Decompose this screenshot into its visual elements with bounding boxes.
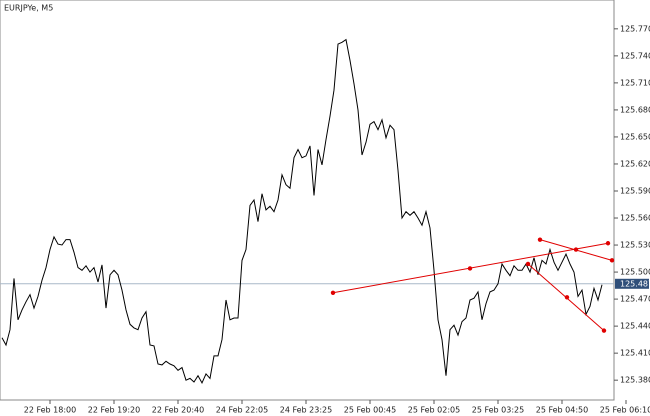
y-tick-label: 125.440 [620, 322, 650, 331]
y-tick-label: 125.560 [620, 214, 650, 223]
trendline-anchor [573, 247, 579, 252]
y-tick-label: 125.500 [620, 268, 650, 277]
current-price-label: 125.487 [620, 279, 650, 288]
x-tick-label: 25 Feb 04:50 [536, 406, 588, 415]
y-tick-label: 125.380 [620, 376, 650, 385]
x-tick-label: 25 Feb 06:10 [600, 406, 650, 415]
y-tick-label: 125.650 [620, 132, 650, 141]
trendline-anchor [609, 258, 615, 263]
x-tick-label: 22 Feb 20:40 [152, 406, 204, 415]
trendline-anchor [330, 290, 336, 295]
chart-title: EURJPYe, M5 [4, 4, 53, 13]
y-tick-label: 125.770 [620, 24, 650, 33]
y-tick-label: 125.680 [620, 105, 650, 114]
y-tick-label: 125.590 [620, 186, 650, 195]
y-tick-label: 125.710 [620, 78, 650, 87]
plot-frame [0, 0, 615, 401]
trendline-anchor [564, 295, 570, 300]
price-line [1, 38, 603, 385]
trendline-anchor [525, 261, 531, 267]
x-tick-label: 25 Feb 03:25 [472, 406, 524, 415]
y-tick-label: 125.410 [620, 349, 650, 358]
trendline-anchor [605, 241, 611, 246]
x-tick-label: 22 Feb 19:20 [88, 406, 140, 415]
x-tick-label: 24 Feb 22:05 [216, 406, 268, 415]
trendline-anchor [537, 237, 543, 242]
x-tick-label: 24 Feb 23:25 [280, 406, 332, 415]
y-tick-label: 125.530 [620, 241, 650, 250]
x-tick-label: 25 Feb 00:45 [344, 406, 396, 415]
y-tick-label: 125.740 [620, 51, 650, 60]
x-tick-label: 22 Feb 18:00 [24, 406, 76, 415]
current-price-box [615, 278, 649, 289]
trendline-anchor [601, 328, 607, 333]
trendline-anchor [467, 266, 473, 271]
y-tick-label: 125.470 [620, 295, 650, 304]
x-tick-label: 25 Feb 02:05 [408, 406, 460, 415]
y-tick-label: 125.620 [620, 159, 650, 168]
